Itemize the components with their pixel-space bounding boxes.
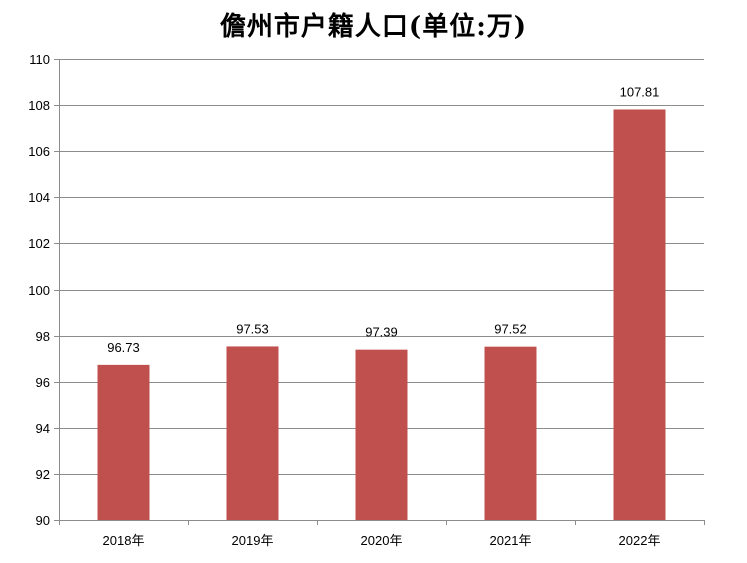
y-tick-label: 102 bbox=[28, 236, 50, 251]
y-tick-label: 98 bbox=[36, 329, 50, 344]
y-tick-label: 100 bbox=[28, 283, 50, 298]
bars bbox=[97, 109, 666, 521]
x-tick-label: 2019年 bbox=[232, 533, 274, 548]
bar bbox=[97, 364, 150, 520]
bar bbox=[226, 346, 279, 520]
data-label: 97.53 bbox=[236, 321, 269, 336]
x-tick-label: 2020年 bbox=[361, 533, 403, 548]
y-tick-label: 94 bbox=[36, 421, 50, 436]
labels: 90 92 94 96 98 100 102 104 106 108 110 96.73 2018年 97… bbox=[28, 52, 660, 548]
data-label: 97.39 bbox=[365, 325, 398, 340]
y-tick-label: 92 bbox=[36, 467, 50, 482]
bar bbox=[355, 349, 408, 520]
x-tick-label: 2021年 bbox=[490, 533, 532, 548]
chart-title: 儋州市户籍人口(单位:万) bbox=[219, 12, 528, 42]
x-tick-label: 2022年 bbox=[619, 533, 661, 548]
bar bbox=[484, 346, 537, 520]
axes bbox=[54, 59, 705, 525]
y-tick-label: 108 bbox=[28, 98, 50, 113]
x-tick-label: 2018年 bbox=[103, 533, 145, 548]
y-tick-label: 104 bbox=[28, 190, 50, 205]
data-label: 97.52 bbox=[494, 322, 527, 337]
data-label: 96.73 bbox=[107, 340, 140, 355]
y-tick-label: 106 bbox=[28, 144, 50, 159]
data-label: 107.81 bbox=[620, 84, 660, 99]
bar bbox=[613, 109, 666, 521]
y-tick-label: 90 bbox=[36, 513, 50, 528]
y-tick-label: 96 bbox=[36, 375, 50, 390]
y-tick-label: 110 bbox=[29, 52, 50, 67]
